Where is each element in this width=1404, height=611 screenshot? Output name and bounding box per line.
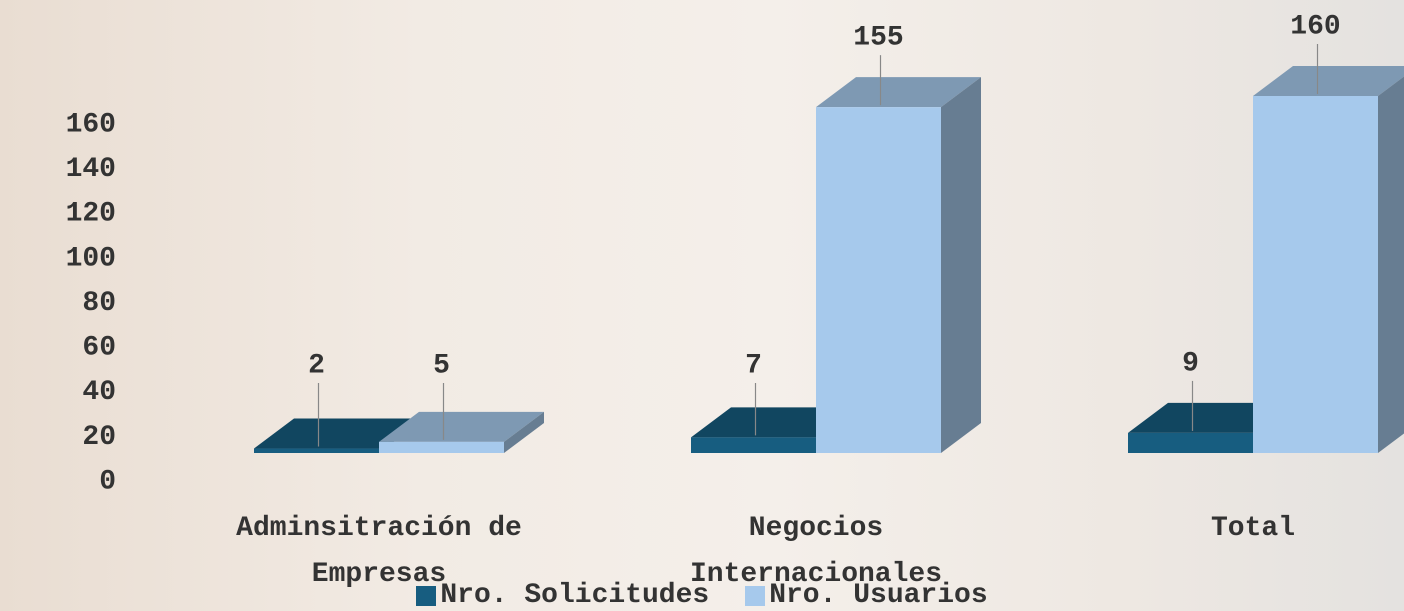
y-tick-label: 80: [82, 288, 116, 319]
bar-side: [504, 411, 544, 453]
data-label: 5: [433, 350, 450, 381]
legend: Nro. Solicitudes Nro. Usuarios: [0, 581, 1404, 611]
bar-top: [816, 77, 981, 108]
bar-front: [254, 448, 379, 453]
data-label: 160: [1290, 11, 1340, 42]
legend-label: Nro. Usuarios: [769, 580, 988, 611]
y-tick-label: 100: [66, 243, 116, 274]
y-tick-label: 160: [66, 109, 116, 140]
bar-top: [1253, 66, 1404, 96]
legend-label: Nro. Solicitudes: [440, 580, 710, 611]
x-tick-label: Adminsitración de Empresas: [236, 513, 522, 590]
legend-item: Nro. Usuarios: [745, 580, 988, 611]
bar-top: [379, 411, 544, 442]
bar: [1253, 66, 1404, 453]
bar-side: [941, 77, 981, 453]
y-tick-label: 40: [82, 377, 116, 408]
data-label: 9: [1182, 348, 1199, 379]
bar-top: [1128, 402, 1293, 433]
y-tick-label: 20: [82, 422, 116, 453]
bar-top: [254, 418, 419, 449]
y-tick-label: 140: [66, 154, 116, 185]
bar-front: [1128, 432, 1253, 453]
legend-swatch: [745, 586, 766, 606]
bar-front: [816, 107, 941, 453]
data-label: 7: [745, 350, 762, 381]
y-tick-label: 0: [99, 466, 116, 497]
bar-front: [691, 437, 816, 453]
x-tick-label: Total: [1210, 513, 1295, 544]
y-tick-label: 120: [66, 199, 116, 230]
data-label: 2: [308, 350, 325, 381]
bar: [816, 77, 981, 453]
legend-item: Nro. Solicitudes: [416, 581, 709, 611]
y-tick-label: 60: [82, 333, 116, 364]
data-label: 155: [853, 23, 903, 54]
bar-side: [1378, 76, 1404, 453]
bar-top: [691, 407, 856, 438]
bar: [379, 411, 544, 453]
x-tick-label: Negocios Internacionales: [689, 513, 943, 590]
bar-front: [379, 441, 504, 453]
legend-swatch: [416, 586, 437, 606]
bar-front: [1253, 96, 1378, 453]
